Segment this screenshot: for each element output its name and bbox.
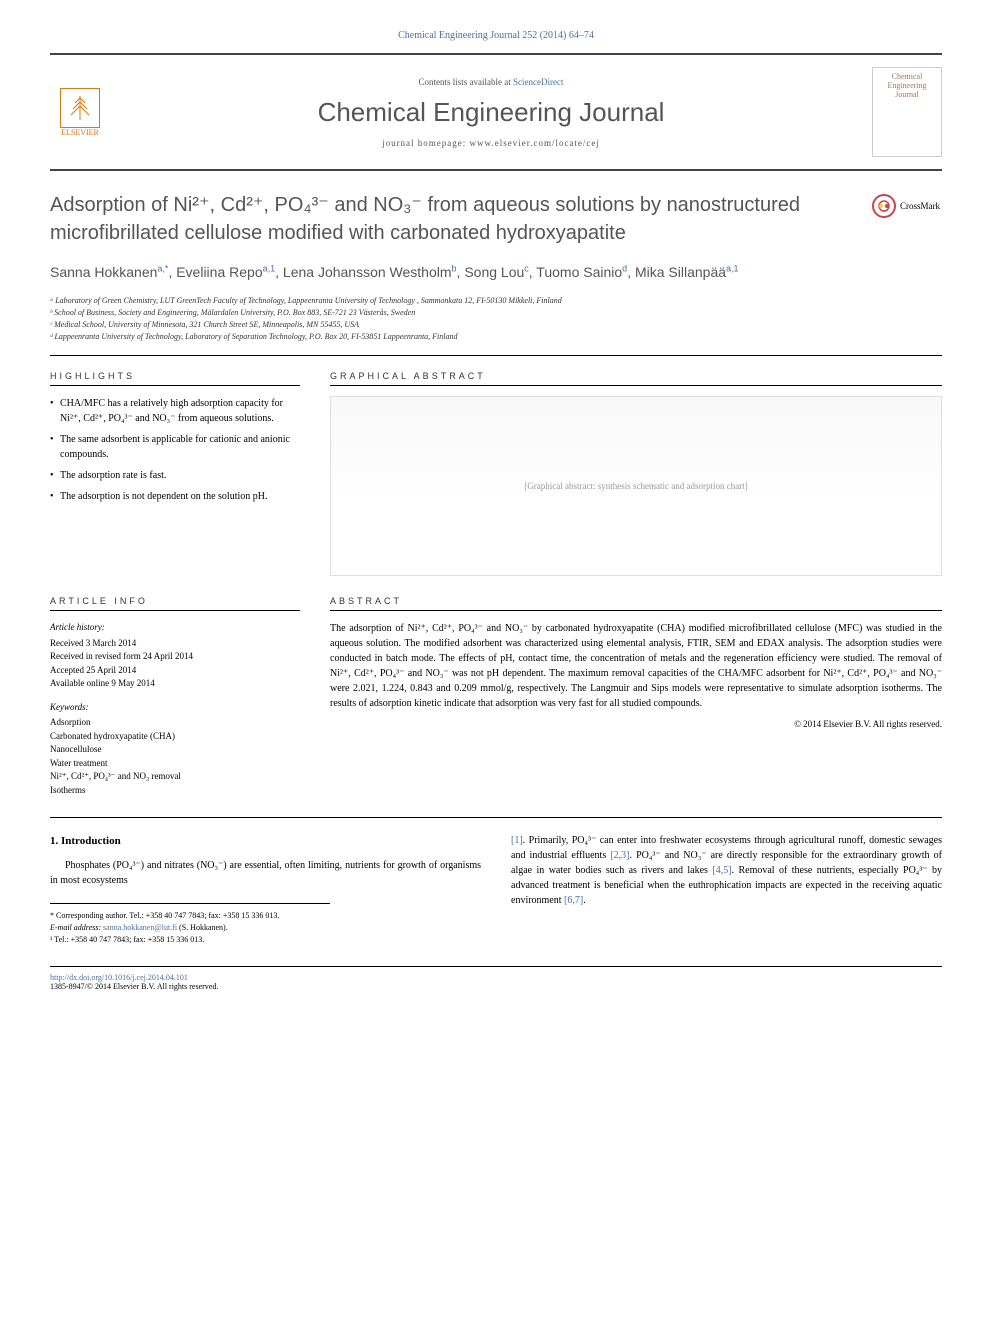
elsevier-tree-icon bbox=[60, 88, 100, 128]
author: , Lena Johansson Westholm bbox=[275, 264, 451, 280]
highlights-label: HIGHLIGHTS bbox=[50, 371, 300, 386]
highlights-section: HIGHLIGHTS CHA/MFC has a relatively high… bbox=[50, 371, 300, 576]
publisher-logo-area: ELSEVIER bbox=[50, 82, 110, 142]
author: , Mika Sillanpää bbox=[627, 264, 726, 280]
highlight-item: The adsorption is not dependent on the s… bbox=[50, 489, 300, 504]
affiliation-a: ᵃ Laboratory of Green Chemistry, LUT Gre… bbox=[50, 295, 942, 307]
author: , Song Lou bbox=[457, 264, 525, 280]
keyword: Isotherms bbox=[50, 784, 300, 798]
title-row: Adsorption of Ni²⁺, Cd²⁺, PO₄³⁻ and NO₃⁻… bbox=[50, 191, 942, 247]
journal-reference: Chemical Engineering Journal 252 (2014) … bbox=[50, 30, 942, 41]
journal-header: ELSEVIER Contents lists available at Sci… bbox=[50, 53, 942, 171]
homepage-url[interactable]: www.elsevier.com/locate/cej bbox=[470, 138, 600, 148]
page-footer: http://dx.doi.org/10.1016/j.cej.2014.04.… bbox=[50, 966, 942, 991]
introduction-section: 1. Introduction Phosphates (PO₄³⁻) and n… bbox=[50, 833, 942, 946]
article-info-label: ARTICLE INFO bbox=[50, 596, 300, 611]
article-info-section: ARTICLE INFO Article history: Received 3… bbox=[50, 596, 300, 797]
intro-paragraph-1: Phosphates (PO₄³⁻) and nitrates (NO₃⁻) a… bbox=[50, 858, 481, 888]
revised-date: Received in revised form 24 April 2014 bbox=[50, 650, 300, 664]
received-date: Received 3 March 2014 bbox=[50, 637, 300, 651]
reference-link[interactable]: [1] bbox=[511, 835, 523, 846]
article-title: Adsorption of Ni²⁺, Cd²⁺, PO₄³⁻ and NO₃⁻… bbox=[50, 191, 872, 247]
sciencedirect-link[interactable]: ScienceDirect bbox=[513, 77, 563, 87]
keyword: Carbonated hydroxyapatite (CHA) bbox=[50, 730, 300, 744]
corresponding-author-note: * Corresponding author. Tel.: +358 40 74… bbox=[50, 910, 330, 922]
email-line: E-mail address: sanna.hokkanen@lut.fi (S… bbox=[50, 922, 330, 934]
graphical-abstract-label: GRAPHICAL ABSTRACT bbox=[330, 371, 942, 386]
crossmark-badge[interactable]: CrossMark bbox=[872, 191, 942, 221]
issn-copyright: 1385-8947/© 2014 Elsevier B.V. All right… bbox=[50, 982, 942, 991]
reference-link[interactable]: [6,7] bbox=[564, 895, 583, 906]
highlights-graphical-row: HIGHLIGHTS CHA/MFC has a relatively high… bbox=[50, 371, 942, 576]
footnotes: * Corresponding author. Tel.: +358 40 74… bbox=[50, 903, 330, 946]
reference-link[interactable]: [4,5] bbox=[712, 865, 731, 876]
info-abstract-row: ARTICLE INFO Article history: Received 3… bbox=[50, 596, 942, 797]
abstract-text: The adsorption of Ni²⁺, Cd²⁺, PO₄³⁻ and … bbox=[330, 621, 942, 711]
affiliation-d: ᵈ Lappeenranta University of Technology,… bbox=[50, 331, 942, 343]
keyword: Ni²⁺, Cd²⁺, PO₄³⁻ and NO₃ removal bbox=[50, 770, 300, 784]
section-divider bbox=[50, 817, 942, 818]
elsevier-logo[interactable]: ELSEVIER bbox=[50, 82, 110, 142]
copyright-text: © 2014 Elsevier B.V. All rights reserved… bbox=[330, 719, 942, 729]
abstract-label: ABSTRACT bbox=[330, 596, 942, 611]
header-center: Contents lists available at ScienceDirec… bbox=[110, 77, 872, 148]
homepage-line: journal homepage: www.elsevier.com/locat… bbox=[110, 138, 872, 148]
journal-cover-thumbnail: Chemical Engineering Journal bbox=[872, 67, 942, 157]
abstract-section: ABSTRACT The adsorption of Ni²⁺, Cd²⁺, P… bbox=[330, 596, 942, 797]
history-label: Article history: bbox=[50, 621, 300, 635]
highlight-item: CHA/MFC has a relatively high adsorption… bbox=[50, 396, 300, 426]
intro-heading: 1. Introduction bbox=[50, 833, 481, 850]
journal-name: Chemical Engineering Journal bbox=[110, 97, 872, 128]
intro-paragraph-2: [1]. Primarily, PO₄³⁻ can enter into fre… bbox=[511, 833, 942, 908]
keyword: Adsorption bbox=[50, 716, 300, 730]
footnote-1: ¹ Tel.: +358 40 747 7843; fax: +358 15 3… bbox=[50, 934, 330, 946]
article-info-content: Article history: Received 3 March 2014 R… bbox=[50, 621, 300, 797]
keyword: Nanocellulose bbox=[50, 743, 300, 757]
author-email-link[interactable]: sanna.hokkanen@lut.fi bbox=[103, 923, 177, 932]
graphical-abstract-image: [Graphical abstract: synthesis schematic… bbox=[330, 396, 942, 576]
author: , Tuomo Sainio bbox=[529, 264, 622, 280]
author: , Eveliina Repo bbox=[168, 264, 262, 280]
affiliation-b: ᵇ School of Business, Society and Engine… bbox=[50, 307, 942, 319]
contents-available: Contents lists available at ScienceDirec… bbox=[110, 77, 872, 87]
online-date: Available online 9 May 2014 bbox=[50, 677, 300, 691]
affiliation-c: ᶜ Medical School, University of Minnesot… bbox=[50, 319, 942, 331]
accepted-date: Accepted 25 April 2014 bbox=[50, 664, 300, 678]
highlight-item: The same adsorbent is applicable for cat… bbox=[50, 432, 300, 462]
reference-link[interactable]: [2,3] bbox=[610, 850, 629, 861]
author: Sanna Hokkanen bbox=[50, 264, 157, 280]
highlights-list: CHA/MFC has a relatively high adsorption… bbox=[50, 396, 300, 504]
graphical-abstract-section: GRAPHICAL ABSTRACT [Graphical abstract: … bbox=[330, 371, 942, 576]
affiliations: ᵃ Laboratory of Green Chemistry, LUT Gre… bbox=[50, 295, 942, 356]
keyword: Water treatment bbox=[50, 757, 300, 771]
crossmark-icon bbox=[872, 194, 896, 218]
intro-col-left: 1. Introduction Phosphates (PO₄³⁻) and n… bbox=[50, 833, 481, 946]
doi-link[interactable]: http://dx.doi.org/10.1016/j.cej.2014.04.… bbox=[50, 973, 188, 982]
keywords-label: Keywords: bbox=[50, 701, 300, 715]
highlight-item: The adsorption rate is fast. bbox=[50, 468, 300, 483]
intro-col-right: [1]. Primarily, PO₄³⁻ can enter into fre… bbox=[511, 833, 942, 946]
elsevier-text: ELSEVIER bbox=[61, 128, 99, 137]
authors-list: Sanna Hokkanena,*, Eveliina Repoa,1, Len… bbox=[50, 262, 942, 283]
